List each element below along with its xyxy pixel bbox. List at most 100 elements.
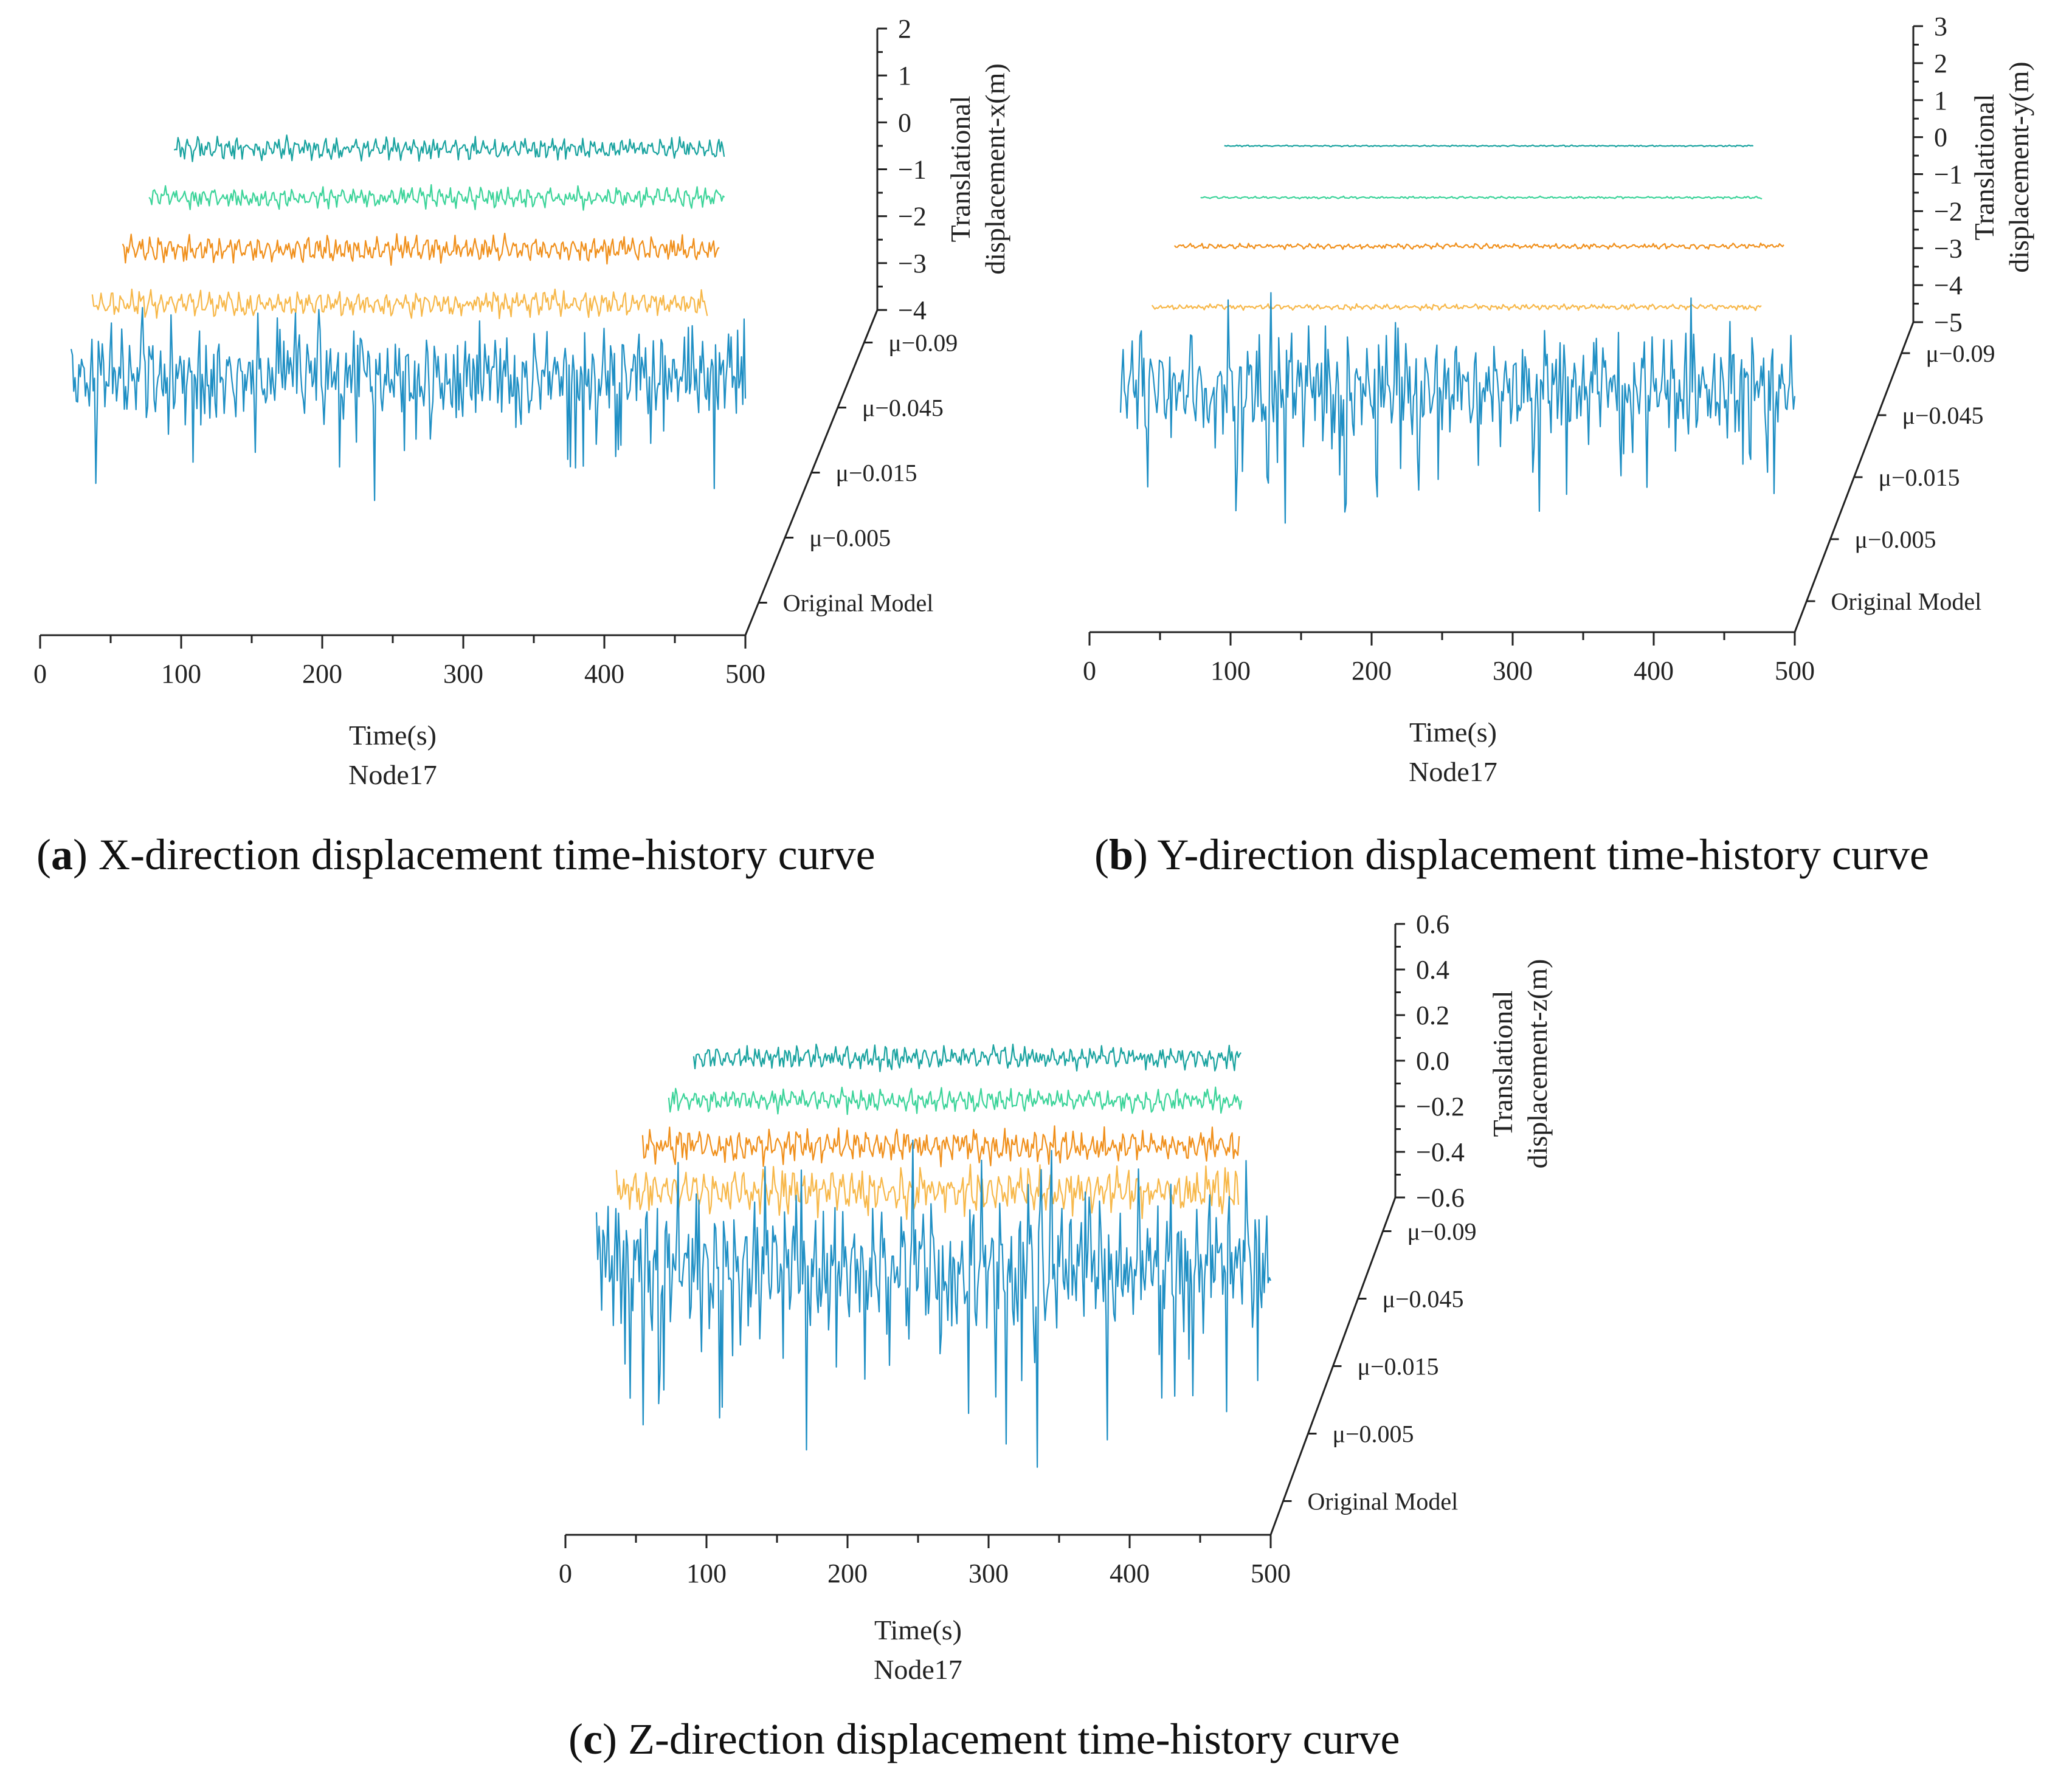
series-layer — [595, 1043, 1272, 1468]
series-mu-0005 — [91, 288, 708, 320]
x-axis-title: Time(s) — [874, 1614, 962, 1645]
depth-label: μ−0.015 — [1358, 1353, 1439, 1380]
series-mu-0045 — [148, 184, 725, 211]
depth-label: μ−0.005 — [1333, 1421, 1414, 1448]
depth-label: Original Model — [1831, 588, 1982, 615]
x-tick-label: 400 — [1634, 656, 1674, 686]
z-ticks: 0.6 0.4 0.2 0.0 −0.2 −0.4 −0.6 — [1395, 909, 1465, 1213]
z-ticks: 3 2 1 0 −1 −2 −3 −4 −5 — [1913, 12, 1963, 337]
series-layer — [1119, 144, 1796, 524]
z-axis-title-line1: Translational — [945, 95, 976, 242]
z-tick-label: −3 — [898, 249, 927, 278]
z-tick-label: 2 — [1934, 49, 1947, 78]
chart-z-direction: 0 100 200 300 400 500 Original Model μ−0.005 μ−… — [559, 909, 1553, 1685]
series-mu-0015 — [1173, 242, 1784, 250]
caption-c: (c) Z-direction displacement time-histor… — [568, 1715, 1400, 1763]
caption-b: (b) Y-direction displacement time-histor… — [1094, 830, 1929, 879]
series-original — [1119, 292, 1796, 524]
z-tick-label: 0.6 — [1416, 909, 1449, 939]
series-original — [595, 1139, 1272, 1468]
depth-label: μ−0.015 — [1879, 464, 1960, 491]
panel-x-direction: 0 100 200 300 400 500 Original Model μ−0.005 μ−… — [0, 0, 1036, 793]
z-tick-label: −2 — [1934, 196, 1963, 226]
x-tick-label: 100 — [1210, 656, 1251, 686]
z-tick-label: 0.2 — [1416, 1001, 1449, 1030]
time-ticks: 0 100 200 300 400 500 — [1083, 632, 1815, 686]
series-mu-009 — [692, 1043, 1241, 1072]
z-tick-label: 0 — [1934, 123, 1947, 153]
x-tick-label: 100 — [161, 659, 201, 689]
depth-label: Original Model — [783, 590, 934, 617]
series-mu-0005 — [615, 1163, 1240, 1220]
x-tick-label: 100 — [686, 1559, 727, 1588]
z-axis-title-line2: displacement-x(m) — [979, 63, 1010, 274]
panel-y-direction: 0 100 200 300 400 500 Original Model μ−0.005 μ−… — [1036, 0, 2072, 793]
z-tick-label: −2 — [898, 202, 927, 232]
x-tick-label: 200 — [1352, 656, 1392, 686]
caption-b-text: Y-direction displacement time-history cu… — [1157, 830, 1929, 879]
z-tick-label: −3 — [1934, 233, 1963, 263]
x-tick-label: 200 — [827, 1559, 868, 1588]
series-layer — [70, 134, 747, 501]
z-ticks: 2 1 0 −1 −2 −3 −4 — [877, 14, 927, 325]
chart-x-direction: 0 100 200 300 400 500 Original Model μ−0.005 μ−… — [33, 14, 1010, 790]
z-tick-label: 2 — [898, 14, 911, 44]
x-tick-label: 400 — [584, 659, 624, 689]
series-mu-009 — [173, 134, 725, 162]
series-mu-0015 — [122, 232, 720, 266]
x-tick-label: 0 — [1083, 656, 1096, 686]
series-mu-0005 — [1151, 303, 1762, 311]
x-axis-subtitle: Node17 — [348, 759, 437, 790]
x-axis-title: Time(s) — [349, 720, 437, 751]
z-tick-label: 0.0 — [1416, 1046, 1449, 1076]
z-tick-label: −4 — [1934, 270, 1963, 300]
x-tick-label: 200 — [302, 659, 342, 689]
depth-label: μ−0.09 — [1407, 1218, 1477, 1245]
z-tick-label: 0.4 — [1416, 955, 1449, 985]
caption-a-text: X-direction displacement time-history cu… — [98, 830, 875, 879]
x-tick-label: 0 — [33, 659, 47, 689]
depth-label: μ−0.045 — [1383, 1286, 1464, 1313]
x-axis-subtitle: Node17 — [874, 1654, 962, 1685]
z-axis-title-line2: displacement-z(m) — [1522, 959, 1553, 1169]
x-axis-subtitle: Node17 — [1409, 756, 1497, 787]
chart-y-direction: 0 100 200 300 400 500 Original Model μ−0.005 μ−… — [1083, 12, 2034, 787]
z-tick-label: −0.6 — [1416, 1183, 1465, 1213]
depth-ticks: Original Model μ−0.005 μ−0.015 μ−0.045 μ−0.0… — [1806, 340, 1995, 615]
x-tick-label: 500 — [1251, 1559, 1291, 1588]
x-tick-label: 500 — [1775, 656, 1815, 686]
x-tick-label: 300 — [1493, 656, 1533, 686]
z-tick-label: 1 — [898, 61, 911, 91]
series-mu-0015 — [641, 1125, 1240, 1168]
series-mu-0045 — [1200, 195, 1763, 200]
depth-label: μ−0.09 — [1926, 340, 1995, 367]
z-axis-title-line1: Translational — [1487, 990, 1518, 1137]
caption-a: (a) X-direction displacement time-histor… — [36, 830, 875, 879]
x-tick-label: 500 — [725, 659, 765, 689]
series-original — [70, 307, 747, 501]
z-axis-title-line2: displacement-y(m) — [2003, 61, 2034, 272]
x-axis-title: Time(s) — [1409, 717, 1497, 748]
depth-label: μ−0.045 — [862, 394, 944, 422]
depth-ticks: Original Model μ−0.005 μ−0.015 μ−0.045 μ−0.0… — [758, 329, 958, 617]
z-tick-label: 1 — [1934, 86, 1947, 115]
depth-ticks: Original Model μ−0.005 μ−0.015 μ−0.045 μ−0.0… — [1283, 1218, 1477, 1515]
z-tick-label: 0 — [898, 108, 911, 137]
x-tick-label: 300 — [969, 1559, 1009, 1588]
z-tick-label: −1 — [1934, 160, 1963, 190]
panel-z-direction: 0 100 200 300 400 500 Original Model μ−0.005 μ−… — [518, 890, 1554, 1702]
x-tick-label: 0 — [559, 1559, 572, 1588]
caption-a-letter: a — [50, 830, 73, 879]
z-tick-label: 3 — [1934, 12, 1947, 41]
depth-label: Original Model — [1308, 1488, 1459, 1515]
x-tick-label: 400 — [1110, 1559, 1150, 1588]
z-tick-label: −5 — [1934, 308, 1963, 337]
time-ticks: 0 100 200 300 400 500 — [559, 1535, 1291, 1588]
series-mu-009 — [1224, 144, 1754, 148]
depth-label: μ−0.015 — [836, 460, 917, 487]
z-axis-title-line1: Translational — [1969, 94, 2000, 240]
series-mu-0045 — [668, 1086, 1242, 1115]
z-tick-label: −1 — [898, 155, 927, 185]
z-tick-label: −4 — [898, 295, 927, 325]
time-ticks: 0 100 200 300 400 500 — [33, 635, 765, 689]
